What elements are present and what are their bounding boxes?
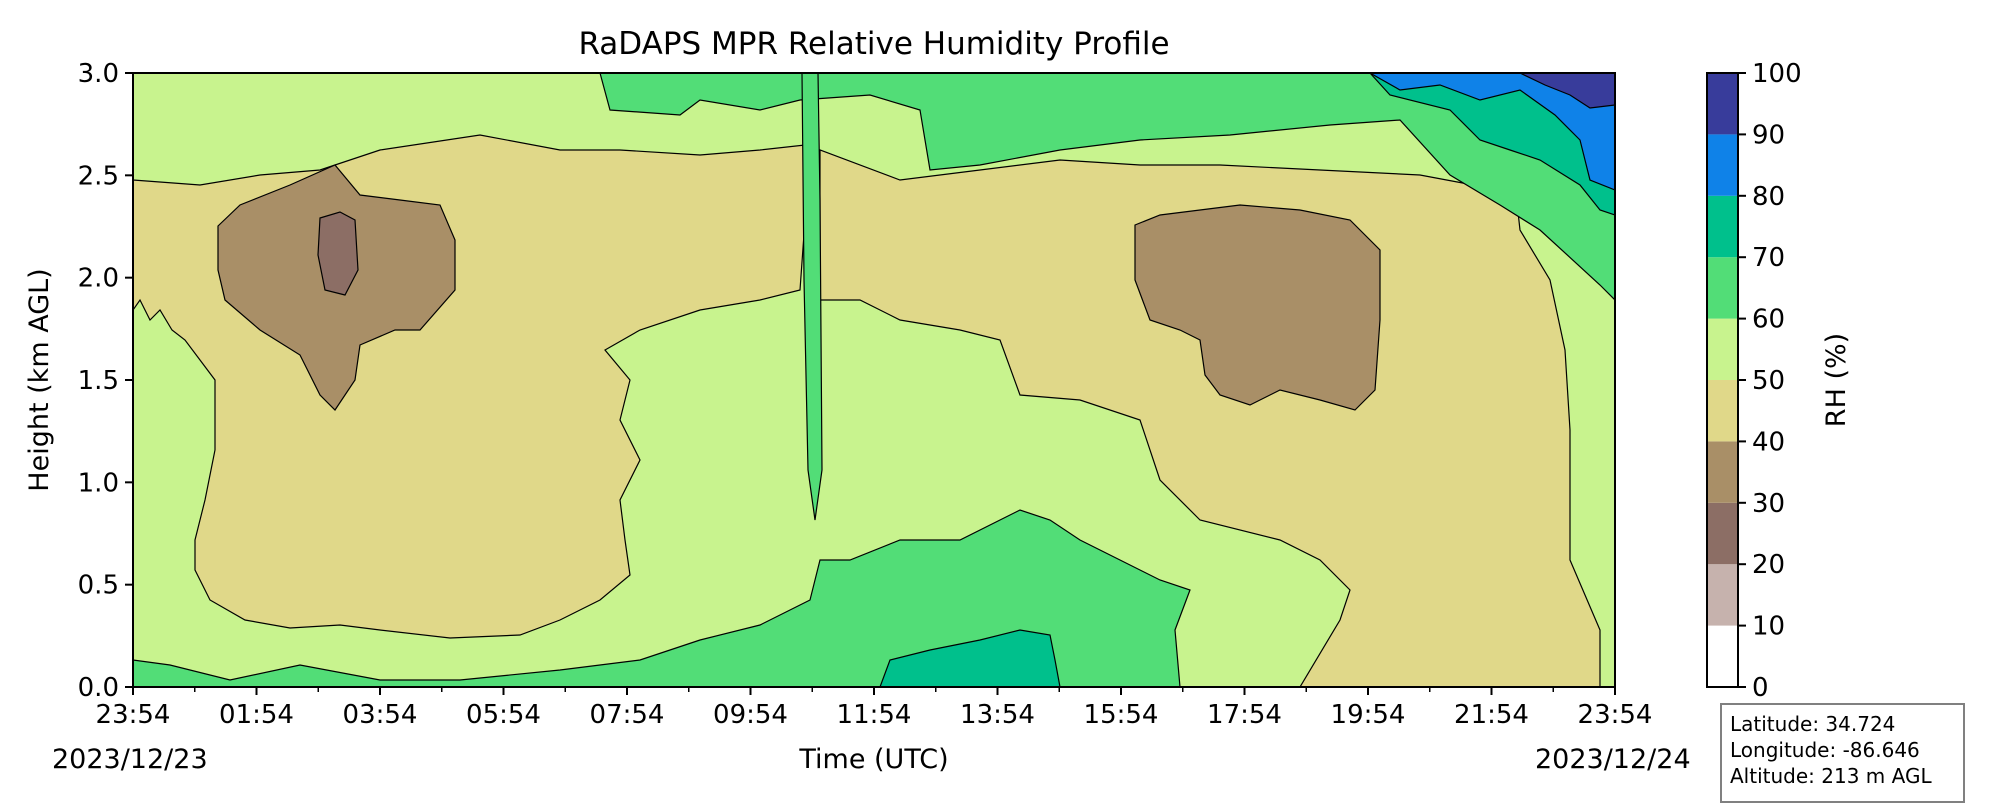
x-tick-label: 19:54 — [1331, 700, 1406, 730]
colorbar-tick-label: 80 — [1752, 182, 1785, 212]
x-tick-label: 03:54 — [343, 700, 418, 730]
y-tick-label: 0.5 — [78, 571, 119, 601]
x-tick-label: 09:54 — [713, 700, 788, 730]
colorbar-tick-label: 0 — [1752, 673, 1769, 703]
colorbar-band — [1707, 625, 1738, 687]
colorbar-band — [1707, 134, 1738, 196]
x-tick-label: 11:54 — [837, 700, 912, 730]
y-tick-label: 2.5 — [78, 161, 119, 191]
x-tick-label: 07:54 — [590, 700, 665, 730]
end-date-label: 2023/12/24 — [1535, 744, 1691, 775]
y-tick-label: 0.0 — [78, 673, 119, 703]
y-axis: 0.0 0.5 1.0 1.5 2.0 2.5 3.0 — [78, 59, 133, 703]
colorbar-band — [1707, 441, 1738, 503]
station-altitude: Altitude: 213 m AGL — [1730, 764, 1932, 788]
colorbar-tick-label: 50 — [1752, 366, 1785, 396]
colorbar-tick-label: 10 — [1752, 612, 1785, 642]
colorbar-band — [1707, 195, 1738, 258]
rh-region-70-80-top — [950, 73, 1615, 216]
chart-title: RaDAPS MPR Relative Humidity Profile — [578, 26, 1169, 62]
station-longitude: Longitude: -86.646 — [1730, 738, 1920, 762]
x-axis-label: Time (UTC) — [798, 744, 948, 775]
x-tick-label: 23:54 — [96, 700, 171, 730]
colorbar-tick-label: 60 — [1752, 305, 1785, 335]
start-date-label: 2023/12/23 — [52, 744, 208, 775]
rh-region-90-100 — [1519, 73, 1615, 109]
x-tick-label: 15:54 — [1084, 700, 1159, 730]
x-tick-label: 05:54 — [466, 700, 541, 730]
x-tick-label: 13:54 — [960, 700, 1035, 730]
y-tick-label: 3.0 — [78, 59, 119, 89]
colorbar-tick-label: 20 — [1752, 550, 1785, 580]
x-tick-label: 01:54 — [219, 700, 294, 730]
rh-region-20-30 — [317, 211, 359, 296]
colorbar-band — [1707, 318, 1738, 380]
colorbar-band — [1707, 564, 1738, 626]
station-latitude: Latitude: 34.724 — [1730, 712, 1896, 736]
x-tick-label: 23:54 — [1578, 700, 1653, 730]
rh-region-60-70-spike — [801, 73, 823, 521]
y-tick-label: 2.0 — [78, 264, 119, 294]
x-tick-label: 21:54 — [1454, 700, 1529, 730]
colorbar-tick-label: 40 — [1752, 427, 1785, 457]
colorbar-band — [1707, 73, 1738, 135]
colorbar: 0 10 20 30 40 50 60 70 80 90 100 — [1706, 59, 1802, 703]
colorbar-tick-label: 30 — [1752, 489, 1785, 519]
colorbar-band — [1707, 257, 1738, 319]
station-info-box: Latitude: 34.724 Longitude: -86.646 Alti… — [1720, 703, 1965, 803]
rh-region-70-80-bottom — [879, 629, 1061, 687]
x-tick-label: 17:54 — [1207, 700, 1282, 730]
colorbar-tick-label: 90 — [1752, 120, 1785, 150]
rh-region-60-70-bottom — [133, 509, 1191, 687]
colorbar-band — [1707, 380, 1738, 442]
colorbar-tick-label: 70 — [1752, 243, 1785, 273]
colorbar-tick-label: 100 — [1752, 59, 1802, 89]
colorbar-label: RH (%) — [1821, 333, 1852, 427]
rh-region-80-90 — [1368, 73, 1615, 191]
x-axis: 23:54 01:54 03:54 05:54 07:54 09:54 11:54 13:54… — [96, 687, 1653, 730]
y-tick-label: 1.0 — [78, 468, 119, 498]
colorbar-band — [1707, 502, 1738, 565]
y-axis-label: Height (km AGL) — [24, 268, 55, 491]
contour-field — [133, 73, 1615, 687]
y-tick-label: 1.5 — [78, 366, 119, 396]
rh-region-30-40-right — [1134, 204, 1381, 411]
